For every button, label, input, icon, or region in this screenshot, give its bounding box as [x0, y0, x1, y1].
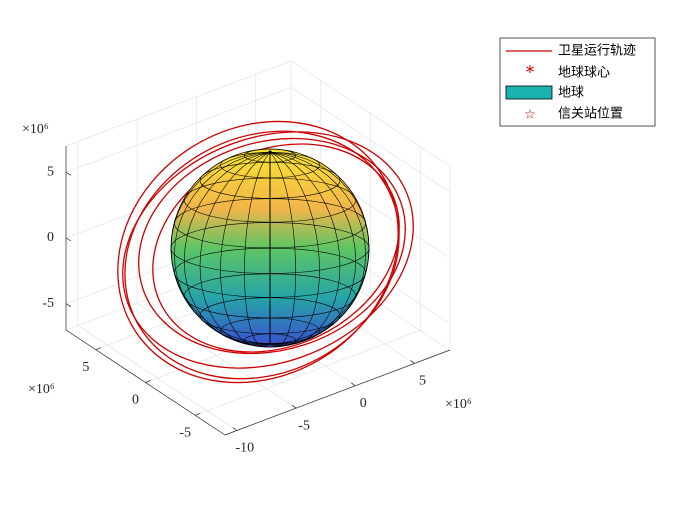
pole	[268, 150, 272, 155]
box-edge	[290, 60, 451, 167]
grid-line	[65, 86, 292, 173]
z-tick	[65, 171, 72, 176]
meridian	[199, 152, 271, 346]
z-tick-label: 5	[47, 165, 54, 180]
earth-mesh	[170, 148, 370, 348]
y-exponent: ×10⁶	[28, 382, 55, 397]
y-tick	[95, 347, 101, 351]
x-exponent: ×10⁶	[445, 397, 472, 412]
legend: * ☆ 卫星运行轨迹 地球球心 地球 信关站位置	[499, 37, 656, 127]
meridian	[269, 152, 296, 348]
legend-label: 信关站位置	[558, 107, 623, 122]
meridian	[269, 152, 357, 345]
x-tick	[351, 382, 356, 387]
meridian	[269, 152, 370, 344]
orbit	[138, 137, 406, 355]
orbits	[117, 120, 414, 384]
x-tick	[291, 404, 297, 409]
box-edge	[65, 60, 292, 147]
orbit	[124, 130, 400, 380]
legend-label: 地球球心	[558, 66, 610, 81]
meridian	[269, 152, 341, 346]
z-tick	[65, 303, 72, 308]
earth	[170, 148, 370, 348]
grid-line	[195, 329, 421, 416]
y-tick-label: -5	[179, 426, 191, 441]
legend-box	[499, 37, 656, 127]
z-tick	[65, 237, 72, 242]
grid-line	[290, 86, 451, 193]
legend-label: 地球	[558, 86, 584, 101]
meridian	[170, 152, 271, 344]
legend-asterisk: *	[526, 62, 535, 83]
y-tick-label: 5	[82, 360, 89, 375]
x-tick-label: 0	[360, 396, 367, 411]
orbit	[117, 120, 399, 384]
legend-label: 卫星运行轨迹	[558, 44, 636, 59]
meridian	[269, 152, 320, 347]
legend-star: ☆	[524, 108, 536, 123]
x-tick-label: -10	[236, 441, 255, 456]
y-tick-label: 0	[132, 393, 139, 408]
z-exponent: ×10⁶	[22, 122, 49, 137]
orbit	[122, 131, 414, 369]
x-tick	[232, 427, 238, 431]
x-axis	[224, 349, 451, 436]
x-tick-label: -5	[298, 418, 310, 433]
y-tick	[195, 412, 201, 416]
x-tick	[410, 360, 415, 364]
z-tick-label: -5	[42, 296, 54, 311]
y-tick	[145, 380, 151, 383]
z-tick-label: 0	[47, 230, 54, 245]
legend-swatch	[505, 85, 553, 100]
meridian	[174, 152, 271, 344]
x-tick-label: 5	[419, 374, 426, 389]
meridian	[183, 152, 271, 345]
